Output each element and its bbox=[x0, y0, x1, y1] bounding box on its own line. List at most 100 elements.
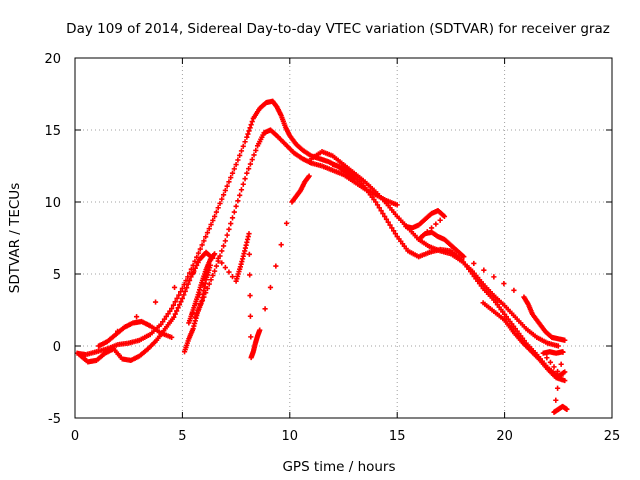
data-point bbox=[229, 170, 236, 176]
data-point bbox=[160, 319, 166, 325]
data-point bbox=[179, 295, 185, 302]
data-point bbox=[174, 295, 180, 302]
series-mid-clusters bbox=[403, 208, 570, 415]
data-point bbox=[554, 385, 561, 391]
chart-title: Day 109 of 2014, Sidereal Day-to-day VTE… bbox=[66, 21, 610, 37]
data-point bbox=[437, 217, 443, 223]
x-tick-label: 15 bbox=[389, 429, 406, 444]
plot-frame bbox=[74, 57, 613, 419]
data-point bbox=[231, 209, 237, 215]
data-point bbox=[389, 225, 395, 231]
data-point bbox=[190, 270, 197, 276]
data-point bbox=[224, 183, 230, 189]
data-point bbox=[253, 147, 259, 153]
data-point bbox=[562, 369, 568, 375]
data-point bbox=[182, 288, 188, 294]
data-point bbox=[387, 222, 393, 228]
data-point bbox=[251, 152, 257, 158]
data-point bbox=[378, 208, 384, 214]
data-point bbox=[226, 226, 232, 232]
data-point bbox=[564, 406, 570, 412]
data-point bbox=[242, 176, 248, 182]
data-point bbox=[158, 321, 164, 327]
y-tick-label: -5 bbox=[48, 412, 61, 427]
data-point bbox=[195, 250, 202, 256]
data-point bbox=[192, 258, 198, 264]
data-point bbox=[544, 355, 550, 361]
data-point bbox=[235, 157, 241, 163]
data-point bbox=[247, 161, 254, 167]
data-point bbox=[257, 327, 263, 333]
data-point bbox=[555, 343, 561, 349]
data-point bbox=[178, 299, 184, 305]
data-point bbox=[391, 228, 397, 234]
data-point bbox=[242, 139, 248, 145]
y-tick-labels: -5 0 5 10 15 20 bbox=[44, 52, 61, 427]
data-point bbox=[562, 337, 568, 343]
data-point bbox=[247, 293, 253, 299]
data-point bbox=[212, 251, 218, 257]
data-point bbox=[240, 143, 246, 149]
data-point bbox=[175, 305, 181, 311]
data-point bbox=[471, 260, 477, 267]
data-point bbox=[161, 316, 168, 322]
data-point bbox=[224, 232, 230, 238]
data-point bbox=[244, 134, 250, 140]
data-point bbox=[215, 255, 221, 261]
data-point bbox=[249, 156, 255, 163]
data-point bbox=[163, 313, 169, 320]
data-point bbox=[206, 226, 212, 232]
series-right-decay-a bbox=[308, 149, 561, 349]
series-dawn-spikes bbox=[181, 173, 312, 361]
data-point bbox=[226, 179, 232, 185]
data-point bbox=[194, 262, 200, 268]
data-point bbox=[199, 242, 205, 248]
data-point bbox=[192, 265, 198, 271]
data-point bbox=[380, 210, 386, 217]
series-main-peak-track bbox=[74, 98, 357, 358]
data-point bbox=[392, 231, 399, 237]
data-point bbox=[554, 368, 561, 375]
y-tick-label: 15 bbox=[44, 124, 61, 139]
data-point bbox=[219, 260, 225, 266]
data-point bbox=[181, 292, 187, 298]
data-point bbox=[441, 213, 448, 219]
data-point bbox=[246, 128, 252, 134]
data-point bbox=[201, 238, 207, 244]
y-tick-label: 0 bbox=[53, 340, 61, 355]
data-point bbox=[210, 272, 216, 279]
data-point bbox=[204, 230, 211, 236]
data-point bbox=[170, 302, 177, 308]
data-point bbox=[178, 289, 184, 295]
data-point bbox=[382, 213, 388, 219]
data-point bbox=[169, 334, 175, 340]
data-point bbox=[171, 314, 177, 320]
data-point bbox=[237, 152, 243, 159]
data-point bbox=[238, 148, 245, 154]
data-point bbox=[217, 200, 223, 207]
data-point bbox=[235, 198, 241, 204]
data-point bbox=[249, 119, 255, 125]
data-point bbox=[283, 220, 290, 226]
data-point bbox=[222, 264, 228, 271]
data-point bbox=[244, 170, 250, 176]
series-late-residual-tail bbox=[480, 300, 568, 384]
data-point bbox=[172, 299, 178, 305]
data-point bbox=[273, 263, 279, 269]
series-early-morning-low bbox=[76, 249, 216, 365]
data-point bbox=[433, 221, 439, 227]
data-point bbox=[169, 305, 175, 312]
data-point bbox=[376, 205, 382, 211]
data-point bbox=[208, 277, 214, 283]
data-point bbox=[278, 242, 284, 248]
x-tick-label: 5 bbox=[178, 429, 186, 444]
data-point bbox=[558, 373, 564, 379]
data-point bbox=[203, 234, 209, 240]
data-point bbox=[208, 221, 214, 228]
data-point bbox=[186, 277, 193, 284]
data-point bbox=[248, 122, 254, 128]
data-point bbox=[245, 131, 251, 137]
data-point bbox=[247, 313, 254, 319]
series-right-decay-b bbox=[330, 161, 568, 379]
data-point bbox=[491, 274, 497, 280]
